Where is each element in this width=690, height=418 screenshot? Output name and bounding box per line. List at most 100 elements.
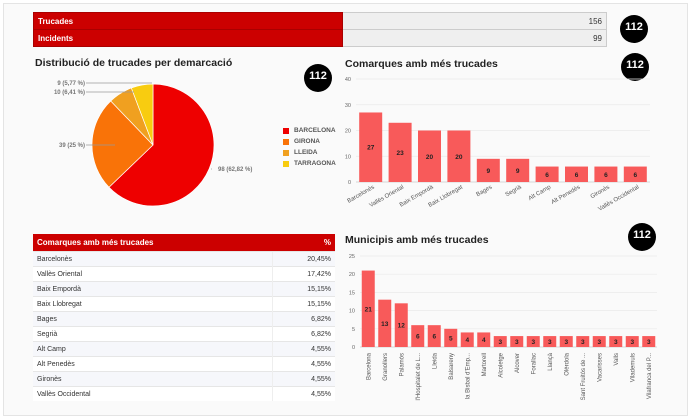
- x-category-label: Martorell: [482, 353, 488, 376]
- x-category-label: Alcoletge: [498, 352, 504, 377]
- table-row: Segrià 6,82%: [33, 326, 335, 342]
- table-row: Gironès 4,55%: [33, 371, 335, 387]
- y-tick-label: 20: [349, 272, 355, 278]
- bar: [418, 130, 441, 182]
- bar: [411, 325, 425, 347]
- bar: [594, 166, 618, 182]
- legend-swatch: [283, 127, 289, 134]
- comarca-cell: Bages: [33, 311, 273, 327]
- logo-112: 112: [628, 223, 656, 251]
- bar: [506, 158, 530, 182]
- x-category-label: Palamós: [399, 353, 405, 376]
- y-tick-label: 5: [352, 327, 355, 333]
- percent-cell: 17,42%: [272, 266, 335, 282]
- x-category-label: Bages: [476, 185, 494, 199]
- x-category-label: Vilademuls: [630, 353, 636, 382]
- bar-value-label: 9: [486, 168, 490, 175]
- y-tick-label: 10: [345, 154, 351, 160]
- y-tick-label: 25: [349, 254, 355, 260]
- legend-item[interactable]: BARCELONA: [283, 125, 336, 136]
- y-tick-label: 0: [352, 345, 355, 351]
- comarca-cell: Baix Empordà: [33, 281, 273, 297]
- table-header: %: [272, 234, 335, 252]
- bar-value-label: 6: [633, 172, 637, 179]
- legend-item[interactable]: LLEIDA: [283, 147, 336, 158]
- bar: [427, 325, 441, 347]
- x-category-label: Olèrdola: [564, 352, 570, 375]
- table-row: Alt Camp 4,55%: [33, 341, 335, 357]
- y-tick-label: 10: [349, 309, 355, 315]
- bar: [388, 122, 412, 182]
- bar: [359, 112, 383, 182]
- comarca-cell: Alt Penedès: [33, 356, 273, 372]
- percent-cell: 20,45%: [272, 251, 335, 267]
- table-row: Barcelonès 20,45%: [33, 251, 335, 267]
- bar-value-label: 3: [498, 339, 502, 346]
- summary-table: Trucades 156 Incidents 99: [33, 12, 607, 47]
- summary-label: Trucades: [33, 12, 343, 30]
- bar: [543, 336, 557, 347]
- bar-value-label: 20: [455, 154, 463, 161]
- summary-row: Incidents 99: [33, 29, 607, 47]
- bar-value-label: 3: [630, 339, 634, 346]
- bar-value-label: 3: [597, 339, 601, 346]
- x-category-label: Alcover: [515, 353, 521, 373]
- bar-value-label: 3: [515, 339, 519, 346]
- legend-swatch: [283, 160, 289, 167]
- legend-item[interactable]: GIRONA: [283, 136, 336, 147]
- bar: [361, 270, 375, 347]
- bar: [625, 336, 639, 347]
- bar: [444, 328, 458, 347]
- bar: [476, 158, 500, 182]
- pie-data-label: 10 (6,41 %): [54, 90, 85, 96]
- legend-label: TARRAGONA: [294, 160, 336, 167]
- bar-value-label: 3: [581, 339, 585, 346]
- pie-slice: [130, 83, 154, 146]
- legend-label: BARCELONA: [294, 127, 336, 134]
- pie-slice: [108, 83, 215, 207]
- bar: [510, 336, 524, 347]
- comarques-table: Comarques amb més trucades% Barcelonès 20…: [33, 234, 335, 401]
- x-category-label: Vacarisses: [597, 353, 603, 382]
- bar-value-label: 6: [416, 334, 420, 341]
- bar: [623, 166, 647, 182]
- percent-cell: 4,55%: [272, 371, 335, 387]
- x-category-label: la Bisbal d'Emp...: [465, 353, 471, 399]
- bar-value-label: 3: [564, 339, 568, 346]
- x-category-label: Vilafranca del P...: [647, 353, 653, 399]
- bar: [559, 336, 573, 347]
- bar: [493, 336, 507, 347]
- x-category-label: Alt Penedès: [550, 185, 581, 206]
- comarques-chart-title: Comarques amb més trucades: [345, 58, 498, 70]
- bar: [576, 336, 590, 347]
- bar-value-label: 6: [432, 334, 436, 341]
- percent-cell: 6,82%: [272, 326, 335, 342]
- percent-cell: 4,55%: [272, 386, 335, 401]
- comarca-cell: Vallès Oriental: [33, 266, 273, 282]
- bar: [592, 336, 606, 347]
- x-category-label: Balsareny: [449, 353, 455, 380]
- x-category-label: Alt Camp: [528, 184, 553, 202]
- bar-value-label: 6: [604, 172, 608, 179]
- bar-value-label: 23: [396, 150, 404, 157]
- table-row: Baix Empordà 15,15%: [33, 281, 335, 297]
- summary-value: 156: [342, 12, 607, 30]
- x-category-label: Gironès: [590, 185, 611, 201]
- bar: [477, 332, 491, 347]
- legend-item[interactable]: TARRAGONA: [283, 158, 336, 169]
- x-category-label: Segrià: [505, 184, 524, 198]
- legend-label: GIRONA: [294, 138, 320, 145]
- bar-value-label: 27: [367, 145, 375, 152]
- y-tick-label: 30: [345, 103, 351, 109]
- percent-cell: 15,15%: [272, 281, 335, 297]
- bar-value-label: 3: [531, 339, 535, 346]
- x-category-label: Granollers: [383, 353, 389, 381]
- x-category-label: Sant Fruitós de ...: [581, 353, 587, 401]
- y-tick-label: 40: [345, 77, 351, 83]
- summary-label: Incidents: [33, 29, 343, 47]
- bar-value-label: 6: [545, 172, 549, 179]
- bar-value-label: 3: [614, 339, 618, 346]
- bar-value-label: 6: [575, 172, 579, 179]
- pie-data-label: 9 (5,77 %): [57, 81, 85, 87]
